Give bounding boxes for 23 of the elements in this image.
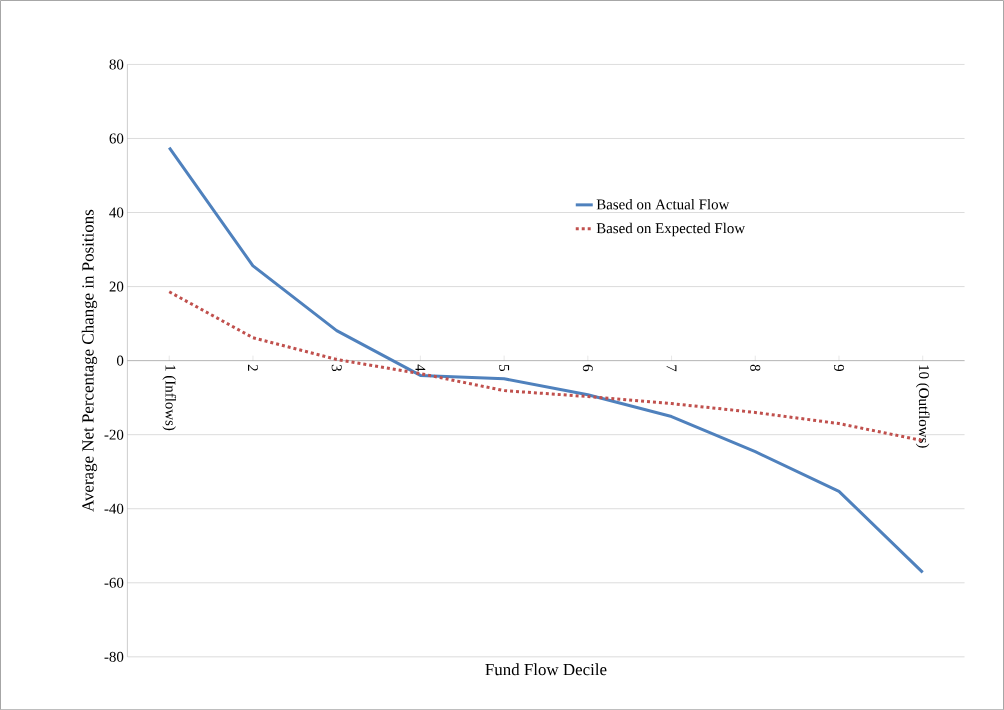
x-tick-label: 3 bbox=[331, 364, 342, 371]
x-tick-label: 6 bbox=[582, 364, 593, 372]
x-tick-label: 2 bbox=[248, 364, 258, 371]
legend-label: Based on Actual Flow bbox=[596, 198, 730, 210]
y-tick-label: 80 bbox=[109, 59, 124, 70]
x-tick-label: 9 bbox=[833, 364, 844, 371]
y-tick-label: 40 bbox=[109, 207, 124, 218]
y-tick-label: -60 bbox=[104, 577, 124, 588]
y-tick-label: -20 bbox=[104, 429, 124, 440]
legend-label: Based on Expected Flow bbox=[596, 222, 746, 237]
y-axis-title: Average Net Percentage Change in Positions bbox=[81, 209, 98, 512]
x-tick-label: 1 (Inflows) bbox=[162, 365, 177, 431]
x-tick-label: 10 (Outflows) bbox=[915, 365, 930, 448]
y-tick-label: -80 bbox=[104, 651, 124, 662]
y-tick-label: -40 bbox=[104, 503, 124, 514]
x-axis-title: Fund Flow Decile bbox=[485, 663, 607, 676]
y-tick-label: 20 bbox=[109, 281, 124, 292]
y-tick-label: 0 bbox=[116, 355, 124, 366]
y-tick-label: 60 bbox=[109, 133, 124, 144]
x-tick-label: 4 bbox=[415, 364, 426, 372]
x-tick-label: 5 bbox=[499, 364, 510, 371]
x-tick-label: 7 bbox=[666, 364, 677, 372]
x-tick-label: 8 bbox=[750, 364, 761, 371]
